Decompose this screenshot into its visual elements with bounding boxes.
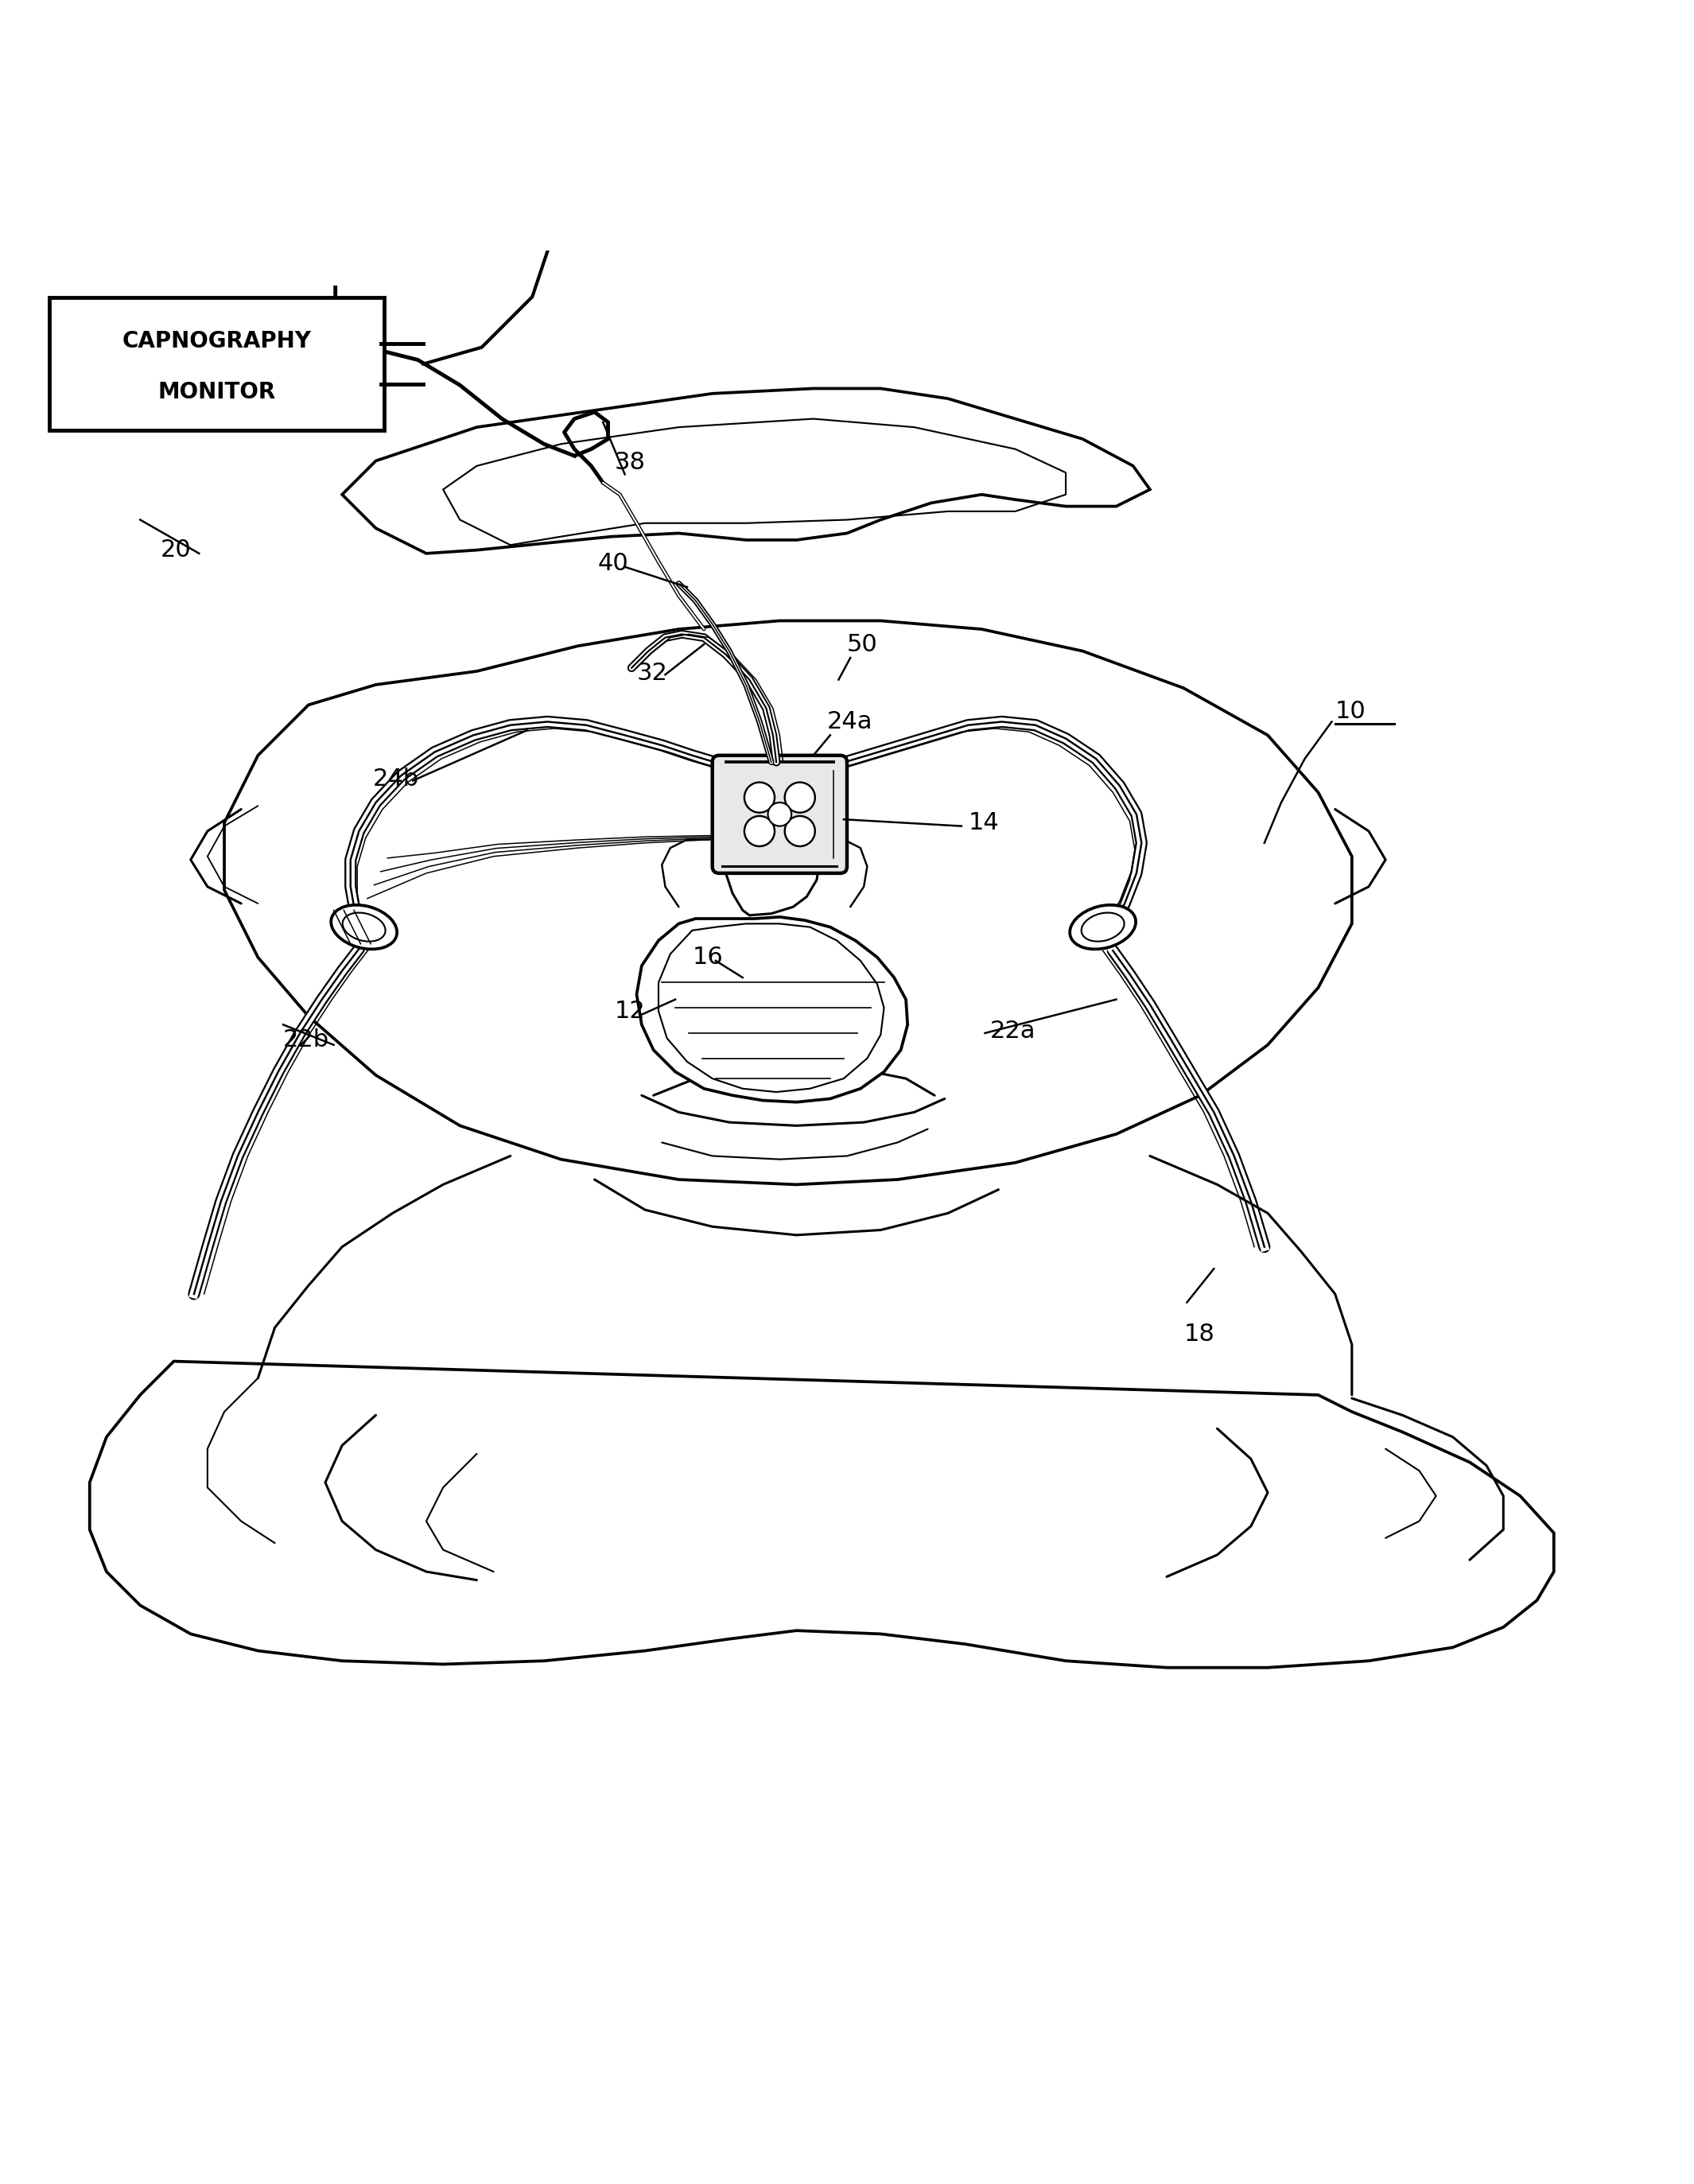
Text: 10: 10: [1335, 701, 1365, 723]
Text: 16: 16: [693, 946, 723, 970]
Circle shape: [784, 782, 815, 812]
Polygon shape: [90, 1361, 1553, 1669]
Polygon shape: [637, 917, 908, 1103]
Text: 14: 14: [969, 810, 999, 834]
Text: MONITOR: MONITOR: [158, 380, 276, 404]
Ellipse shape: [330, 904, 396, 950]
Circle shape: [784, 817, 815, 845]
Text: CAPNOGRAPHY: CAPNOGRAPHY: [122, 330, 312, 352]
Text: 50: 50: [847, 633, 877, 655]
Text: 22a: 22a: [989, 1020, 1035, 1044]
Ellipse shape: [342, 913, 386, 941]
FancyBboxPatch shape: [713, 756, 847, 874]
Text: 38: 38: [615, 450, 645, 474]
Polygon shape: [224, 620, 1352, 1184]
Text: 24b: 24b: [373, 767, 418, 791]
Ellipse shape: [1071, 904, 1135, 950]
Ellipse shape: [1081, 913, 1125, 941]
Polygon shape: [342, 389, 1150, 553]
Circle shape: [744, 817, 774, 845]
Text: 24a: 24a: [827, 710, 872, 734]
Polygon shape: [725, 832, 820, 915]
Text: 22b: 22b: [283, 1029, 329, 1051]
Text: 40: 40: [598, 553, 628, 574]
FancyBboxPatch shape: [49, 297, 385, 430]
Text: 12: 12: [615, 1000, 645, 1022]
Text: 18: 18: [1184, 1324, 1215, 1345]
Text: 32: 32: [637, 662, 667, 684]
Circle shape: [744, 782, 774, 812]
Text: 20: 20: [161, 539, 191, 561]
Circle shape: [767, 802, 791, 826]
